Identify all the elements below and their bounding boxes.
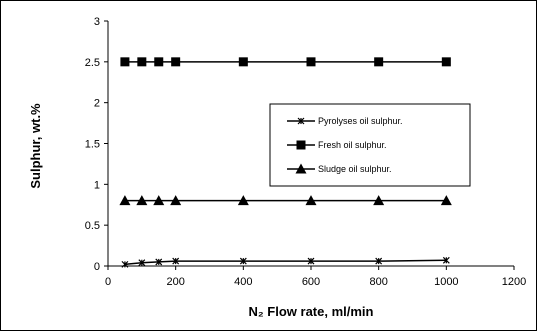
x-tick-label: 0	[105, 276, 111, 288]
data-point-fresh-oil-sulphur	[441, 57, 451, 67]
data-point-fresh-oil-sulphur	[374, 57, 384, 67]
legend-item-fresh-oil-sulphur: Fresh oil sulphur.	[287, 140, 387, 150]
data-point-sludge-oil-sulphur	[136, 195, 148, 206]
x-tick-label: 600	[302, 276, 320, 288]
data-point-sludge-oil-sulphur	[373, 195, 385, 206]
data-point-sludge-oil-sulphur	[305, 195, 317, 206]
legend-marker	[296, 140, 306, 150]
series-pyrolyses-oil-sulphur	[121, 256, 450, 268]
x-tick-label: 1200	[502, 276, 526, 288]
data-point-fresh-oil-sulphur	[137, 57, 147, 67]
y-tick-label: 2.5	[85, 57, 100, 69]
legend-items: Pyrolyses oil sulphur. Fresh oil sulphur.…	[287, 116, 403, 174]
data-point-pyrolyses-oil-sulphur	[307, 257, 315, 265]
legend: Pyrolyses oil sulphur. Fresh oil sulphur.…	[269, 103, 471, 187]
y-axis-label: Sulphur, wt.%	[28, 103, 43, 189]
series-sludge-oil-sulphur	[119, 195, 452, 206]
legend-label: Pyrolyses oil sulphur.	[318, 116, 403, 126]
y-tick-label: 2	[94, 98, 100, 110]
legend-item-sludge-oil-sulphur: Sludge oil sulphur.	[287, 163, 392, 174]
data-point-fresh-oil-sulphur	[238, 57, 248, 67]
y-tick-label: 1	[94, 179, 100, 191]
x-tick-label: 200	[166, 276, 184, 288]
data-point-fresh-oil-sulphur	[154, 57, 164, 67]
legend-marker	[297, 117, 305, 125]
data-point-sludge-oil-sulphur	[170, 195, 182, 206]
data-point-fresh-oil-sulphur	[306, 57, 316, 67]
series-group	[119, 57, 452, 268]
x-tick-label: 400	[234, 276, 252, 288]
y-tick-label: 3	[94, 16, 100, 28]
x-tick-label: 800	[369, 276, 387, 288]
data-point-sludge-oil-sulphur	[119, 195, 131, 206]
x-tick-label: 1000	[434, 276, 458, 288]
data-point-pyrolyses-oil-sulphur	[239, 257, 247, 265]
y-tick-label: 0.5	[85, 220, 100, 232]
y-ticks: 0 0.5 1 1.5 2 2.5 3	[85, 16, 108, 273]
x-axis-label: N₂ Flow rate, ml/min	[249, 304, 374, 319]
data-point-pyrolyses-oil-sulphur	[442, 256, 450, 264]
series-fresh-oil-sulphur	[120, 57, 451, 67]
data-point-sludge-oil-sulphur	[153, 195, 165, 206]
data-point-fresh-oil-sulphur	[171, 57, 181, 67]
data-point-pyrolyses-oil-sulphur	[121, 260, 129, 268]
data-point-pyrolyses-oil-sulphur	[138, 259, 146, 267]
legend-label: Sludge oil sulphur.	[318, 164, 392, 174]
legend-item-pyrolyses-oil-sulphur: Pyrolyses oil sulphur.	[287, 116, 403, 126]
y-tick-label: 0	[94, 261, 100, 273]
data-point-pyrolyses-oil-sulphur	[172, 257, 180, 265]
data-point-fresh-oil-sulphur	[120, 57, 130, 67]
data-point-sludge-oil-sulphur	[440, 195, 452, 206]
legend-marker	[295, 163, 307, 174]
series-line-pyrolyses-oil-sulphur	[124, 259, 447, 266]
data-point-pyrolyses-oil-sulphur	[155, 258, 163, 266]
y-tick-label: 1.5	[85, 139, 100, 151]
x-ticks: 0 200 400 600 800 1000 1200	[105, 266, 526, 288]
legend-label: Fresh oil sulphur.	[318, 140, 387, 150]
data-point-pyrolyses-oil-sulphur	[375, 257, 383, 265]
data-point-sludge-oil-sulphur	[237, 195, 249, 206]
